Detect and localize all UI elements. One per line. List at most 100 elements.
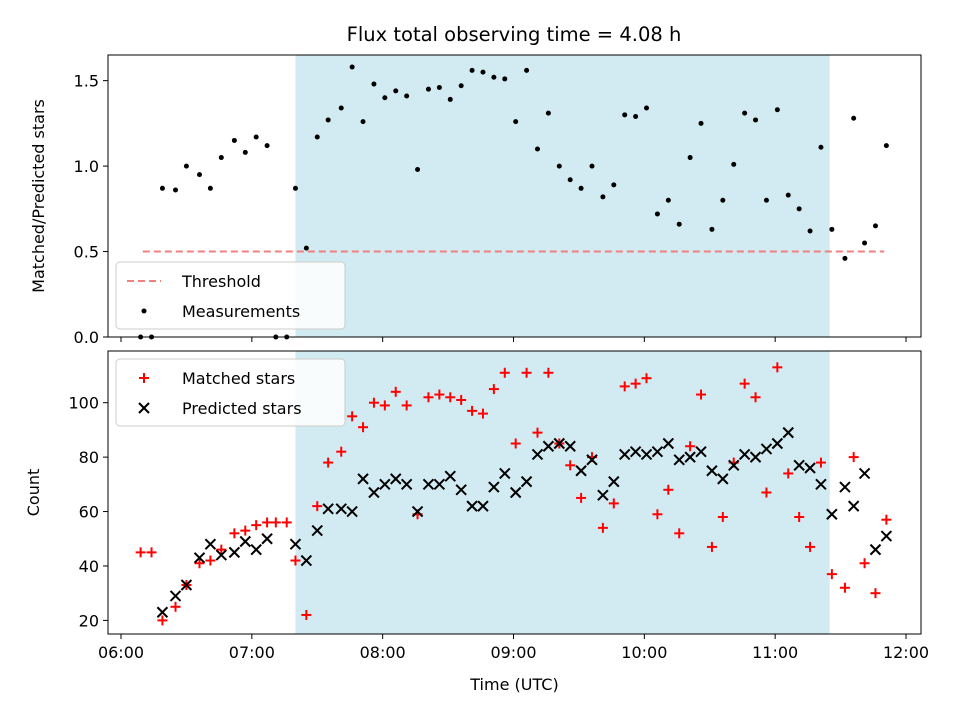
legend-label: Predicted stars <box>182 399 302 418</box>
data-point <box>502 76 508 82</box>
data-point <box>611 182 617 188</box>
matched-point <box>521 367 532 378</box>
predicted-point <box>520 475 533 488</box>
data-point <box>207 185 213 191</box>
y-tick-label: 40 <box>79 557 99 576</box>
data-point <box>753 117 759 123</box>
data-point <box>556 163 562 169</box>
matched-point <box>301 609 312 620</box>
predicted-point <box>193 552 206 564</box>
x-axis-label: Time (UTC) <box>469 675 558 694</box>
data-point <box>183 163 189 169</box>
data-point <box>513 119 519 125</box>
matched-point <box>576 492 587 503</box>
data-point <box>231 137 237 143</box>
predicted-point <box>379 478 391 491</box>
data-point <box>545 110 551 116</box>
matched-point <box>706 541 717 552</box>
matched-point <box>216 544 227 555</box>
x-tick-label: 10:00 <box>621 643 667 662</box>
matched-point <box>205 555 216 566</box>
legend: Threshold Measurements <box>115 261 346 330</box>
data-point <box>633 114 639 120</box>
predicted-point <box>455 484 467 496</box>
data-point <box>589 163 595 169</box>
y-tick-label: 0.0 <box>74 328 99 347</box>
matched-point <box>630 378 641 389</box>
matched-point <box>881 514 892 525</box>
data-point <box>469 67 475 73</box>
data-point <box>197 172 202 178</box>
legend-box <box>115 358 346 427</box>
y-tick-label: 80 <box>79 448 99 467</box>
legend-swatch <box>139 373 149 383</box>
x-tick-label: 12:00 <box>883 643 929 662</box>
matched-point <box>608 498 619 509</box>
matched-point <box>445 392 456 403</box>
matched-point <box>839 582 850 593</box>
matched-point <box>423 392 434 403</box>
x-tick-label: 06:00 <box>98 643 144 662</box>
y-tick-label: 0.5 <box>74 243 99 262</box>
matched-point <box>368 397 379 408</box>
matched-point <box>229 528 240 539</box>
data-point <box>807 228 813 234</box>
predicted-point <box>289 538 302 550</box>
predicted-point <box>847 500 860 512</box>
matched-point <box>783 468 794 479</box>
predicted-point <box>499 467 511 480</box>
y-tick-label: 1.0 <box>74 157 99 176</box>
observing-window-span <box>295 55 830 337</box>
data-point <box>763 197 769 203</box>
predicted-point <box>597 489 609 501</box>
matched-point <box>848 452 859 463</box>
data-point <box>862 240 868 246</box>
predicted-point <box>771 437 784 450</box>
predicted-point <box>250 543 262 556</box>
matched-point <box>663 484 674 495</box>
data-point <box>325 117 331 123</box>
matched-point <box>805 541 816 552</box>
data-point <box>600 194 606 200</box>
data-point <box>818 144 824 150</box>
matched-point <box>347 411 358 422</box>
predicted-point <box>311 524 323 537</box>
predicted-point <box>300 554 313 567</box>
predicted-point <box>477 500 489 512</box>
x-tick-label: 09:00 <box>490 643 536 662</box>
predicted-point <box>662 437 675 450</box>
predicted-point <box>629 445 642 458</box>
predicted-point <box>411 505 424 518</box>
predicted-point <box>239 535 251 548</box>
matched-point <box>157 615 168 626</box>
data-point <box>774 107 780 113</box>
data-point <box>654 211 660 217</box>
matched-point <box>146 547 157 558</box>
matched-point <box>323 457 334 468</box>
matched-point <box>312 501 323 512</box>
y-tick-label: 1.5 <box>74 72 99 91</box>
data-point <box>829 226 835 232</box>
matched-point <box>565 460 576 471</box>
predicted-point <box>738 448 751 461</box>
matched-point <box>772 362 783 373</box>
y-tick-label: 60 <box>79 503 99 522</box>
predicted-point <box>335 503 347 515</box>
predicted-point <box>488 481 500 493</box>
predicted-point <box>673 454 685 466</box>
legend-box <box>115 261 346 330</box>
predicted-point <box>542 440 555 452</box>
matched-point <box>467 405 478 416</box>
predicted-point <box>651 445 664 458</box>
predicted-point <box>368 486 380 499</box>
predicted-point <box>717 473 729 485</box>
data-point <box>687 155 693 161</box>
predicted-point <box>869 543 882 556</box>
predicted-point <box>531 448 544 461</box>
data-point <box>842 255 848 261</box>
data-point <box>622 112 628 118</box>
legend-swatch <box>141 308 147 314</box>
y-tick-label: 100 <box>68 394 99 413</box>
matched-point <box>696 389 707 400</box>
matched-point <box>543 367 554 378</box>
